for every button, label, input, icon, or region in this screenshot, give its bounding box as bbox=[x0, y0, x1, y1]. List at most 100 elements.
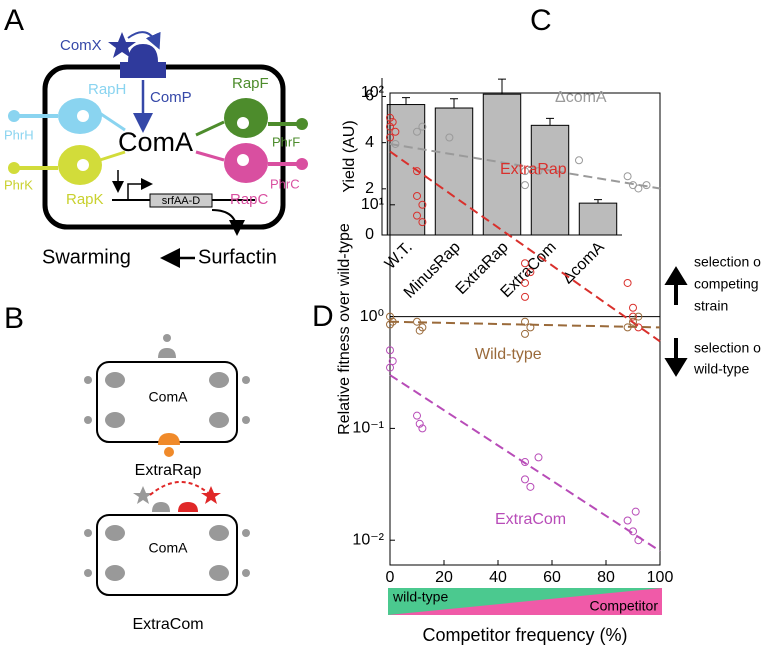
series-label: Wild-type bbox=[475, 346, 542, 363]
label: ComA bbox=[149, 389, 189, 405]
label: ComA bbox=[149, 540, 189, 556]
point bbox=[521, 181, 529, 190]
series-label: ExtraCom bbox=[495, 511, 566, 528]
x-tick-label: W.T. bbox=[382, 239, 416, 273]
point bbox=[386, 133, 394, 142]
point bbox=[418, 122, 427, 131]
series-label: ΔcomA bbox=[555, 89, 607, 106]
label: ComP bbox=[150, 89, 192, 106]
point bbox=[413, 191, 421, 200]
point bbox=[521, 329, 529, 338]
point bbox=[521, 167, 529, 176]
point bbox=[634, 312, 643, 321]
point bbox=[386, 363, 394, 372]
label: srfAA-D bbox=[162, 195, 201, 207]
label: PhrF bbox=[272, 134, 300, 149]
label: ExtraCom bbox=[132, 616, 203, 633]
point bbox=[386, 113, 394, 122]
fit-line bbox=[389, 320, 661, 329]
point bbox=[521, 259, 529, 268]
point bbox=[391, 127, 400, 136]
fit-line bbox=[389, 374, 661, 552]
point bbox=[388, 357, 397, 366]
label: PhrC bbox=[270, 176, 300, 191]
x-tick-label: 60 bbox=[543, 569, 561, 586]
fit-line bbox=[389, 142, 661, 190]
plot-frame bbox=[389, 92, 661, 566]
label: Swarming bbox=[42, 246, 131, 268]
x-axis-label: Competitor frequency (%) bbox=[422, 625, 627, 645]
point bbox=[413, 411, 421, 420]
arrow bbox=[664, 338, 688, 377]
diagram-a: ComX ComP RapH PhrH RapF PhrF ComA PhrK … bbox=[4, 31, 308, 268]
y-tick-label: 10⁻¹ bbox=[352, 420, 384, 437]
diagram-b: ComA ExtraRap ComA ExtraCom bbox=[84, 334, 250, 633]
point bbox=[634, 184, 643, 193]
y-axis-label: Yield (AU) bbox=[341, 120, 358, 192]
point bbox=[413, 211, 421, 220]
annotation: competing bbox=[694, 276, 759, 292]
point bbox=[521, 458, 529, 467]
point bbox=[418, 200, 427, 209]
point bbox=[521, 475, 529, 484]
error-bar bbox=[402, 97, 410, 105]
point bbox=[629, 317, 637, 326]
error-bar bbox=[498, 78, 506, 95]
bar bbox=[530, 124, 570, 236]
fit-line bbox=[389, 150, 661, 343]
bar bbox=[578, 202, 618, 236]
point bbox=[413, 317, 421, 326]
point bbox=[534, 453, 543, 462]
label: PhrK bbox=[4, 177, 33, 192]
y-tick-label: 4 bbox=[365, 134, 374, 151]
label: RapH bbox=[88, 81, 126, 98]
point bbox=[388, 317, 397, 326]
point bbox=[642, 181, 651, 190]
point bbox=[413, 167, 421, 176]
point bbox=[623, 323, 632, 332]
point bbox=[526, 482, 535, 491]
x-tick-label: 0 bbox=[386, 569, 395, 586]
y-tick-label: 6 bbox=[365, 88, 374, 105]
point bbox=[415, 326, 424, 335]
panel-label: C bbox=[530, 4, 552, 37]
point bbox=[631, 507, 640, 516]
point bbox=[629, 312, 637, 321]
y-tick-label: 2 bbox=[365, 180, 374, 197]
y-tick-label: 10² bbox=[361, 84, 385, 101]
point bbox=[623, 278, 632, 287]
annotation: strain bbox=[694, 298, 728, 314]
point bbox=[521, 278, 529, 287]
point bbox=[388, 118, 397, 127]
point bbox=[629, 303, 637, 312]
x-tick-label: 100 bbox=[647, 569, 674, 586]
bar bbox=[434, 107, 474, 236]
panel-label: A bbox=[4, 4, 24, 37]
point bbox=[521, 292, 529, 301]
y-tick-label: 10⁻² bbox=[352, 531, 384, 548]
point bbox=[534, 167, 543, 176]
label: ComA bbox=[118, 127, 193, 157]
point bbox=[386, 320, 394, 329]
label: RapC bbox=[230, 191, 269, 208]
point bbox=[623, 516, 632, 525]
annotation: selection of bbox=[694, 340, 761, 356]
point bbox=[526, 323, 535, 332]
annotation: wild-type bbox=[392, 589, 448, 605]
series-label: ExtraRap bbox=[500, 161, 567, 178]
point bbox=[413, 127, 421, 136]
annotation: selection of bbox=[694, 254, 761, 270]
x-tick-label: 80 bbox=[597, 569, 615, 586]
annotation: Competitor bbox=[590, 598, 659, 614]
x-tick-label: 40 bbox=[489, 569, 507, 586]
point bbox=[634, 536, 643, 545]
annotation: wild-type bbox=[693, 361, 749, 377]
label: RapK bbox=[66, 191, 104, 208]
point bbox=[386, 122, 394, 131]
point bbox=[418, 218, 427, 227]
point bbox=[526, 268, 535, 277]
point bbox=[623, 172, 632, 181]
y-tick-label: 0 bbox=[365, 226, 374, 243]
x-tick-label: 20 bbox=[435, 569, 453, 586]
